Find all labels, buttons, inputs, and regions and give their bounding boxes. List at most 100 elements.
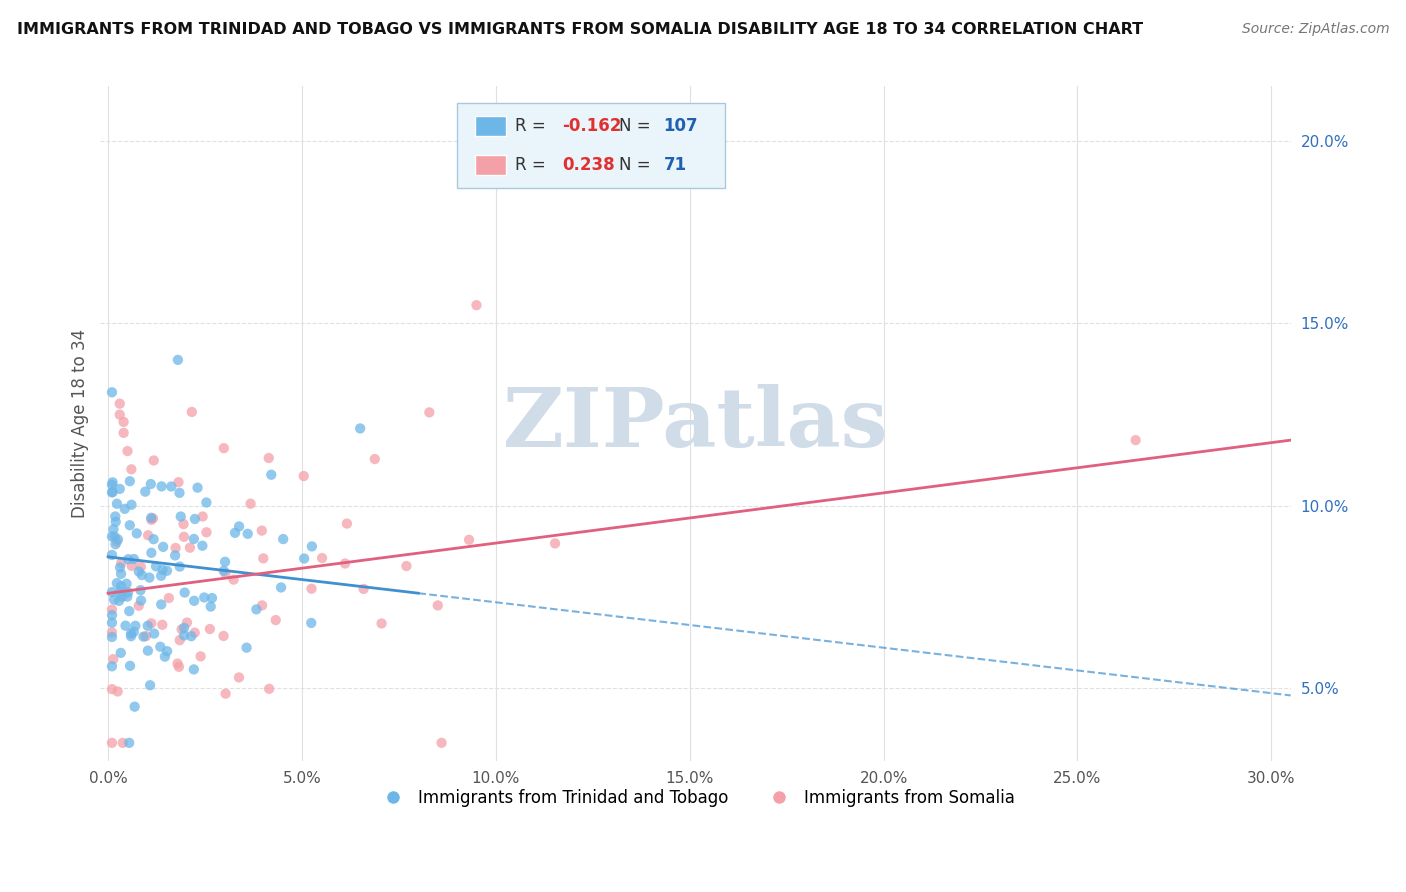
Point (139, 477, 162, 491)
Point (103, 652, 125, 666)
Point (120, 629, 142, 643)
Point (228, 670, 250, 684)
Point (250, 524, 273, 538)
Point (139, 510, 162, 524)
Text: -0.162: -0.162 (562, 117, 621, 136)
Point (120, 462, 142, 476)
Point (108, 397, 131, 411)
Point (105, 497, 128, 511)
Point (176, 615, 198, 630)
Point (212, 629, 235, 643)
Point (105, 576, 128, 591)
Point (101, 477, 124, 491)
Point (222, 573, 245, 587)
Point (170, 622, 193, 636)
Point (183, 594, 205, 608)
Text: R =: R = (515, 117, 551, 136)
Point (118, 604, 141, 618)
Y-axis label: Disability Age 18 to 34: Disability Age 18 to 34 (72, 329, 89, 518)
Point (129, 583, 152, 598)
Point (167, 352, 190, 367)
Point (101, 385, 124, 400)
Point (169, 559, 191, 574)
Point (108, 408, 131, 422)
Point (128, 565, 150, 579)
Point (117, 585, 139, 599)
Point (173, 585, 195, 599)
Point (193, 591, 215, 605)
Point (333, 557, 356, 571)
Point (212, 441, 235, 455)
Point (112, 415, 135, 429)
Point (260, 467, 283, 482)
Point (1125, 433, 1147, 447)
Point (270, 581, 292, 595)
Point (311, 551, 333, 566)
Point (117, 590, 139, 604)
Point (129, 559, 152, 574)
Point (105, 534, 128, 549)
Point (257, 681, 280, 696)
Point (152, 540, 174, 554)
Point (107, 684, 129, 698)
Point (110, 566, 132, 581)
Point (160, 479, 183, 493)
Legend: Immigrants from Trinidad and Tobago, Immigrants from Somalia: Immigrants from Trinidad and Tobago, Imm… (370, 782, 1021, 814)
Point (101, 475, 124, 490)
Point (236, 526, 259, 541)
Point (115, 576, 138, 591)
Point (112, 425, 135, 440)
Point (111, 736, 134, 750)
Point (430, 736, 453, 750)
Point (173, 628, 195, 642)
Point (245, 602, 267, 616)
Text: IMMIGRANTS FROM TRINIDAD AND TOBAGO VS IMMIGRANTS FROM SOMALIA DISABILITY AGE 18: IMMIGRANTS FROM TRINIDAD AND TOBAGO VS I… (17, 22, 1143, 37)
Text: 0.238: 0.238 (562, 156, 614, 174)
Point (101, 736, 124, 750)
Point (167, 660, 190, 674)
Point (165, 549, 187, 563)
Text: N =: N = (620, 117, 657, 136)
Point (152, 563, 174, 577)
Point (120, 626, 142, 640)
Point (138, 571, 160, 585)
Point (214, 566, 236, 581)
Point (143, 626, 166, 640)
Point (184, 512, 207, 526)
Point (191, 509, 214, 524)
Point (108, 594, 131, 608)
Point (169, 486, 191, 500)
FancyBboxPatch shape (457, 103, 725, 187)
Point (150, 569, 173, 583)
Point (228, 519, 250, 533)
Point (136, 528, 159, 542)
Point (364, 452, 387, 467)
Point (124, 619, 146, 633)
Point (134, 484, 156, 499)
Point (101, 530, 124, 544)
Point (544, 536, 567, 550)
Point (142, 453, 165, 467)
Point (103, 592, 125, 607)
Point (104, 515, 127, 529)
FancyBboxPatch shape (475, 155, 506, 176)
Point (235, 640, 257, 655)
Point (166, 657, 188, 671)
Point (250, 599, 273, 613)
Point (141, 616, 163, 631)
Point (198, 622, 221, 636)
Point (179, 541, 201, 555)
Point (104, 530, 127, 544)
Point (336, 516, 359, 531)
Point (264, 613, 287, 627)
Point (118, 518, 141, 533)
Point (191, 539, 214, 553)
Point (252, 551, 274, 566)
Point (122, 624, 145, 639)
Point (195, 525, 218, 540)
Point (299, 615, 322, 630)
Point (121, 498, 143, 512)
Point (141, 513, 163, 527)
Point (395, 559, 418, 574)
Point (101, 659, 124, 673)
